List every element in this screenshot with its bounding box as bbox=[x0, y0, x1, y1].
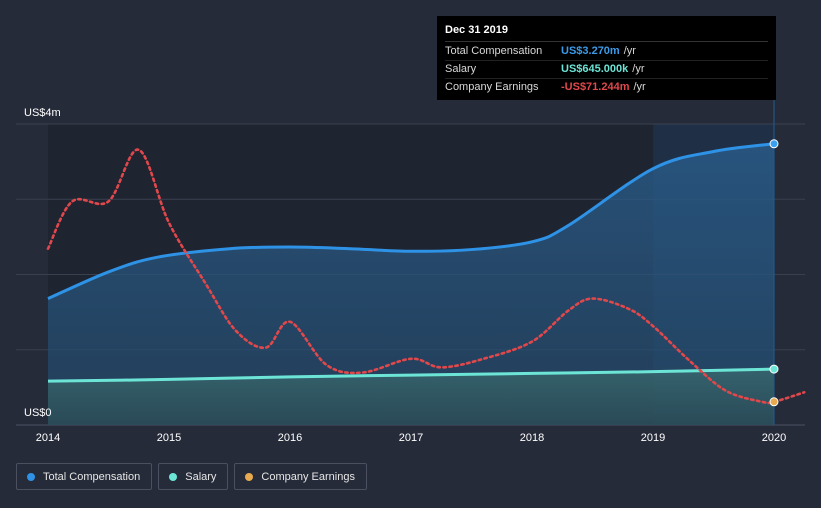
legend-company-earnings[interactable]: Company Earnings bbox=[234, 463, 367, 490]
tooltip-row-salary: Salary US$645.000k /yr bbox=[445, 61, 768, 79]
x-tick-label: 2020 bbox=[762, 432, 786, 444]
tooltip-label: Salary bbox=[445, 63, 477, 75]
tooltip-row-earnings: Company Earnings -US$71.244m /yr bbox=[445, 79, 768, 96]
tooltip-label: Total Compensation bbox=[445, 45, 543, 57]
x-tick-label: 2014 bbox=[36, 432, 60, 444]
salary-line bbox=[47, 367, 775, 383]
tooltip-title: Dec 31 2019 bbox=[445, 24, 768, 42]
tooltip: Dec 31 2019 Total Compensation US$3.270m… bbox=[437, 16, 776, 100]
salary-marker[interactable] bbox=[769, 364, 779, 374]
salary-area bbox=[48, 369, 774, 425]
company-earnings-marker[interactable] bbox=[769, 397, 779, 407]
company-earnings-line bbox=[46, 148, 806, 405]
tooltip-value: US$3.270m bbox=[561, 45, 620, 57]
legend-dot-icon bbox=[245, 472, 254, 481]
legend-dot-icon bbox=[169, 472, 178, 481]
total-compensation-marker[interactable] bbox=[769, 139, 779, 149]
x-tick-label: 2016 bbox=[278, 432, 302, 444]
tooltip-row-total: Total Compensation US$3.270m /yr bbox=[445, 43, 768, 61]
legend-label: Total Compensation bbox=[43, 470, 141, 483]
x-axis-ticks: 2014 2015 2016 2017 2018 2019 2020 bbox=[36, 432, 786, 444]
tooltip-label: Company Earnings bbox=[445, 81, 539, 93]
x-tick-label: 2017 bbox=[399, 432, 423, 444]
x-tick-label: 2015 bbox=[157, 432, 181, 444]
y-tick-top: US$4m bbox=[24, 107, 61, 119]
total-compensation-line bbox=[47, 142, 775, 300]
tooltip-value: -US$71.244m bbox=[561, 81, 630, 93]
tooltip-unit: /yr bbox=[633, 81, 646, 93]
legend-label: Salary bbox=[185, 470, 217, 483]
legend-total-compensation[interactable]: Total Compensation bbox=[16, 463, 153, 490]
tooltip-value: US$645.000k bbox=[561, 63, 629, 75]
tooltip-unit: /yr bbox=[632, 63, 645, 75]
tooltip-unit: /yr bbox=[623, 45, 636, 57]
total-compensation-area bbox=[48, 143, 774, 425]
y-tick-bottom: US$0 bbox=[24, 407, 52, 419]
legend-dot-icon bbox=[27, 472, 35, 481]
chart-legend: Total Compensation Salary Company Earnin… bbox=[16, 463, 367, 490]
x-tick-label: 2019 bbox=[641, 432, 665, 444]
x-tick-label: 2018 bbox=[520, 432, 544, 444]
legend-label: Company Earnings bbox=[261, 470, 355, 483]
legend-salary[interactable]: Salary bbox=[158, 463, 229, 490]
